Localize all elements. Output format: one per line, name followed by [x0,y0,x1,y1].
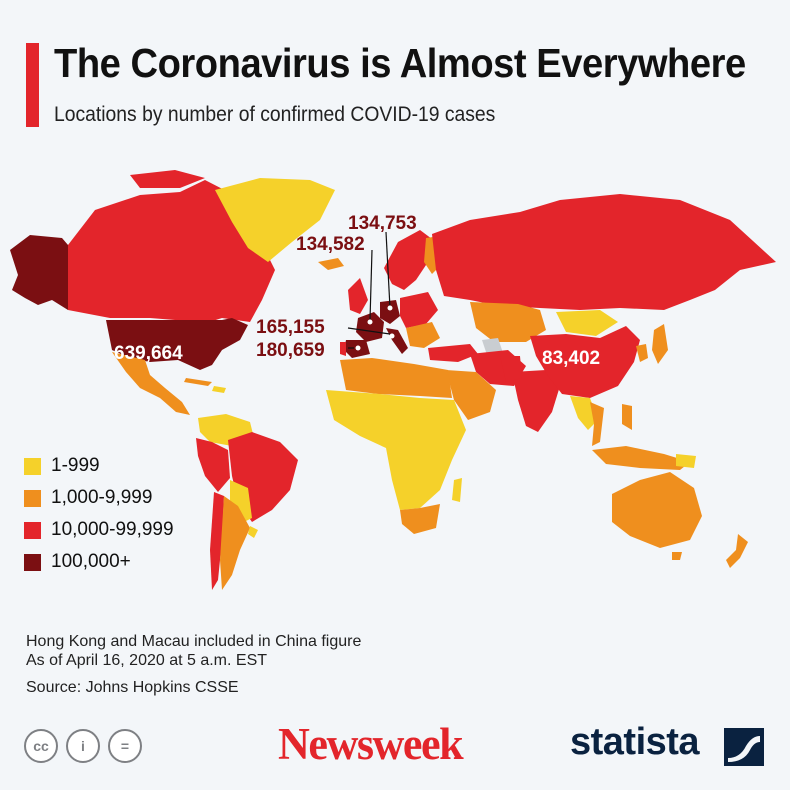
region-peru-ecuador [196,438,230,492]
region-canada-arctic-islands [130,170,205,188]
callout-dot-france [367,319,373,325]
page-subtitle: Locations by number of confirmed COVID-1… [54,103,496,126]
footnote-date: As of April 16, 2020 at 5 a.m. EST [26,652,268,669]
region-greenland [215,178,335,262]
region-portugal [340,342,346,356]
region-korea [636,344,648,362]
region-tasmania [672,552,682,560]
region-north-africa [340,358,452,398]
cc-icon[interactable]: cc [24,729,58,763]
region-papua [676,454,696,468]
world-map: 639,664 83,402 134,753 134,582 165,155 1… [10,170,776,590]
region-arabia [446,370,496,420]
region-mexico-central-america [112,352,190,415]
footnote-china-note: Hong Kong and Macau included in China fi… [26,633,362,650]
region-india [512,370,560,432]
legend-swatch [24,489,41,507]
footnotes: Hong Kong and Macau included in China fi… [26,632,361,697]
statista-logo[interactable]: statista [570,721,700,763]
callout-france: 134,582 [296,234,365,255]
page-title: The Coronavirus is Almost Everywhere [54,40,746,86]
region-west-central-africa [326,390,466,510]
legend-label: 100,000+ [51,551,131,572]
region-indonesia [592,446,690,470]
region-caribbean [212,386,226,393]
region-central-europe [400,292,438,328]
leader-line-germany [385,231,391,309]
callout-dot-spain [355,345,361,351]
by-icon[interactable]: i [66,729,100,763]
region-turkey [428,344,478,362]
callout-spain: 180,659 [256,340,325,361]
creative-commons-icons: cc i = [24,729,142,763]
region-uk-ireland [348,278,368,314]
nd-icon[interactable]: = [108,729,142,763]
legend-swatch [24,553,41,571]
region-kazakhstan-central-asia [470,302,546,342]
legend-item: 100,000+ [24,546,174,578]
callout-dot-germany [387,305,393,311]
region-madagascar [452,478,462,502]
map-legend: 1-999 1,000-9,999 10,000-99,999 100,000+ [24,450,174,578]
region-france [356,312,384,342]
region-argentina [220,496,250,590]
statista-mark-icon [724,728,764,766]
legend-label: 10,000-99,999 [51,519,174,540]
legend-label: 1-999 [51,455,100,476]
leader-line-italy [347,327,391,335]
region-philippines [622,404,632,430]
region-scandinavia [384,230,436,290]
leader-line-france [369,249,373,321]
source-note: Source: Johns Hopkins CSSE [26,679,239,696]
legend-item: 1,000-9,999 [24,482,174,514]
legend-item: 10,000-99,999 [24,514,174,546]
callout-germany: 134,753 [348,213,417,234]
region-cuba [184,378,212,386]
region-china [530,326,640,398]
region-pakistan [500,356,522,382]
region-thailand-malaysia [590,402,604,446]
newsweek-logo[interactable]: Newsweek [278,719,464,769]
region-balkans [406,322,440,348]
region-canada [68,180,275,325]
region-new-zealand [726,534,748,568]
callout-italy: 165,155 [256,317,325,338]
region-italy [386,328,408,354]
title-accent-bar [26,43,39,127]
legend-item: 1-999 [24,450,174,482]
legend-swatch [24,521,41,539]
region-uruguay [248,526,258,538]
region-south-africa [400,504,440,534]
callout-usa: 639,664 [114,343,183,364]
region-germany [380,300,400,324]
region-iceland [318,258,344,270]
region-usa [106,318,248,370]
region-chile [210,492,224,590]
region-alaska [10,235,68,310]
legend-swatch [24,457,41,475]
region-russia [432,194,776,310]
region-japan [652,324,668,364]
callout-china: 83,402 [542,348,600,369]
region-australia [612,472,702,548]
region-mongolia [556,310,618,336]
callout-dot-italy [389,333,395,339]
legend-label: 1,000-9,999 [51,487,153,508]
